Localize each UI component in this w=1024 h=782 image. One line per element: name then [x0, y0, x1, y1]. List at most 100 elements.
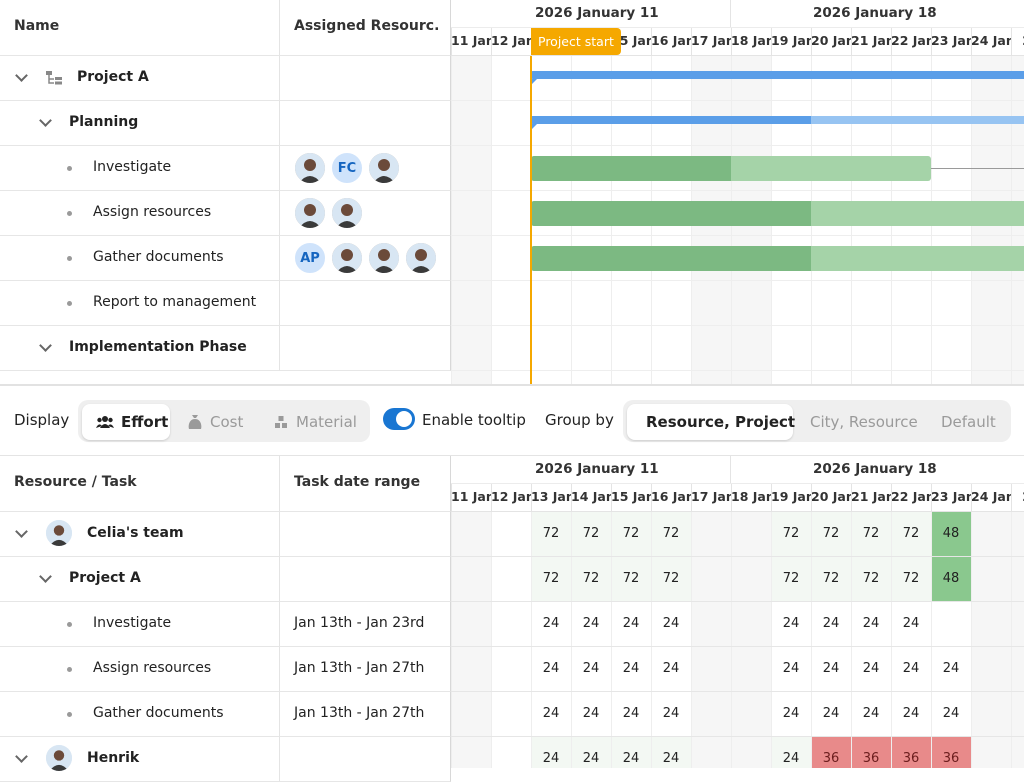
allocation-value[interactable]: 72 — [782, 571, 800, 586]
allocation-value[interactable]: 24 — [862, 616, 880, 631]
allocation-value[interactable]: 72 — [542, 526, 560, 541]
day-gridline — [611, 512, 612, 768]
allocation-value[interactable]: 24 — [822, 706, 840, 721]
allocation-value[interactable]: 72 — [782, 526, 800, 541]
allocation-value[interactable]: 72 — [822, 571, 840, 586]
tooltip-label[interactable]: Enable tooltip — [422, 411, 526, 429]
allocation-value[interactable]: 24 — [542, 661, 560, 676]
allocation-value[interactable]: 72 — [902, 571, 920, 586]
allocation-value[interactable]: 24 — [622, 661, 640, 676]
allocation-value[interactable]: 24 — [582, 751, 600, 766]
allocation-value[interactable]: 24 — [662, 616, 680, 631]
user-avatar-photo[interactable] — [293, 151, 327, 185]
resource-task-henrik[interactable]: Henrik — [87, 750, 140, 766]
allocation-value[interactable]: 24 — [782, 706, 800, 721]
user-avatar-photo[interactable] — [293, 196, 327, 230]
allocation-value[interactable]: 36 — [942, 751, 960, 766]
allocation-value[interactable]: 24 — [542, 706, 560, 721]
user-avatar-photo[interactable] — [367, 151, 401, 185]
row-divider — [280, 56, 451, 101]
allocation-value[interactable]: 72 — [902, 526, 920, 541]
resource-task-project-a[interactable]: Project A — [69, 570, 141, 586]
allocation-value[interactable]: 24 — [942, 706, 960, 721]
day-gridline — [451, 56, 452, 384]
allocation-value[interactable]: 72 — [542, 571, 560, 586]
day-tick-label: 15 Jan — [611, 489, 651, 504]
allocation-value[interactable]: 24 — [902, 706, 920, 721]
group-default-button[interactable]: Default — [930, 404, 1006, 440]
allocation-value[interactable]: 24 — [582, 661, 600, 676]
column-header-resource-task[interactable]: Resource / Task — [14, 474, 137, 490]
allocation-value[interactable]: 72 — [662, 571, 680, 586]
user-avatar-photo[interactable] — [367, 241, 401, 275]
user-avatar-photo[interactable] — [330, 241, 364, 275]
allocation-value[interactable]: 24 — [542, 616, 560, 631]
user-avatar-photo[interactable] — [330, 196, 364, 230]
allocation-value[interactable]: 24 — [662, 751, 680, 766]
group-city-resource-button[interactable]: City, Resource — [800, 404, 920, 440]
allocation-value[interactable]: 24 — [782, 616, 800, 631]
allocation-value[interactable]: 72 — [622, 571, 640, 586]
allocation-value[interactable]: 24 — [622, 616, 640, 631]
investigate-bar[interactable] — [531, 156, 931, 181]
allocation-value[interactable]: 24 — [662, 706, 680, 721]
user-avatar-photo[interactable] — [404, 241, 438, 275]
resource-task-investigate[interactable]: Investigate — [93, 615, 172, 631]
allocation-value[interactable]: 24 — [862, 706, 880, 721]
allocation-value[interactable]: 36 — [822, 751, 840, 766]
assign-resources-bar[interactable] — [531, 201, 1024, 226]
allocation-value[interactable]: 24 — [822, 661, 840, 676]
resource-task-assign-resources[interactable]: Assign resources — [93, 660, 212, 676]
resource-task-celia-s-team[interactable]: Celia's team — [87, 525, 184, 541]
allocation-value[interactable]: 24 — [942, 661, 960, 676]
task-name-assign-resources[interactable]: Assign resources — [93, 204, 212, 220]
project-a-bar[interactable] — [531, 71, 1024, 79]
tick-divider — [851, 28, 852, 55]
allocation-value[interactable]: 24 — [542, 751, 560, 766]
task-name-implementation-phase[interactable]: Implementation Phase — [69, 339, 247, 355]
column-header-assigned-resources[interactable]: Assigned Resourc... — [294, 18, 439, 34]
resource-task-gather-documents[interactable]: Gather documents — [93, 705, 224, 721]
task-name-planning[interactable]: Planning — [69, 114, 139, 130]
task-name-investigate[interactable]: Investigate — [93, 159, 172, 175]
effort-button[interactable]: Effort — [82, 404, 170, 440]
allocation-value[interactable]: 24 — [902, 616, 920, 631]
allocation-value[interactable]: 24 — [782, 661, 800, 676]
allocation-cell — [731, 692, 771, 737]
row-divider — [280, 326, 451, 371]
task-name-gather-documents[interactable]: Gather documents — [93, 249, 224, 265]
allocation-value[interactable]: 24 — [622, 751, 640, 766]
allocation-value[interactable]: 48 — [942, 571, 960, 586]
column-header-task-date-range[interactable]: Task date range — [294, 474, 421, 490]
allocation-value[interactable]: 72 — [622, 526, 640, 541]
allocation-value[interactable]: 72 — [862, 571, 880, 586]
allocation-value[interactable]: 24 — [782, 751, 800, 766]
column-header-name[interactable]: Name — [14, 18, 60, 34]
group-resource-project-button[interactable]: Resource, Project — [627, 404, 795, 440]
allocation-value[interactable]: 72 — [582, 571, 600, 586]
allocation-value[interactable]: 24 — [582, 616, 600, 631]
task-name-report-to-management[interactable]: Report to management — [93, 294, 257, 310]
tooltip-toggle[interactable] — [383, 408, 415, 430]
allocation-value[interactable]: 72 — [862, 526, 880, 541]
allocation-value[interactable]: 36 — [862, 751, 880, 766]
material-button[interactable]: Material — [266, 404, 366, 440]
row-divider — [0, 512, 280, 557]
allocation-value[interactable]: 24 — [582, 706, 600, 721]
allocation-value[interactable]: 24 — [662, 661, 680, 676]
user-avatar-initials[interactable]: FC — [330, 151, 364, 185]
allocation-value[interactable]: 72 — [822, 526, 840, 541]
allocation-value[interactable]: 36 — [902, 751, 920, 766]
allocation-value[interactable]: 24 — [862, 661, 880, 676]
allocation-value[interactable]: 24 — [822, 616, 840, 631]
cost-button[interactable]: Cost — [178, 404, 258, 440]
project-start-label[interactable]: Project start — [531, 28, 621, 55]
task-name-project-a[interactable]: Project A — [77, 69, 149, 85]
user-avatar-initials[interactable]: AP — [293, 241, 327, 275]
allocation-value[interactable]: 48 — [942, 526, 960, 541]
allocation-value[interactable]: 72 — [662, 526, 680, 541]
allocation-value[interactable]: 24 — [622, 706, 640, 721]
allocation-value[interactable]: 24 — [902, 661, 920, 676]
gather-documents-bar[interactable] — [531, 246, 1024, 271]
allocation-value[interactable]: 72 — [582, 526, 600, 541]
